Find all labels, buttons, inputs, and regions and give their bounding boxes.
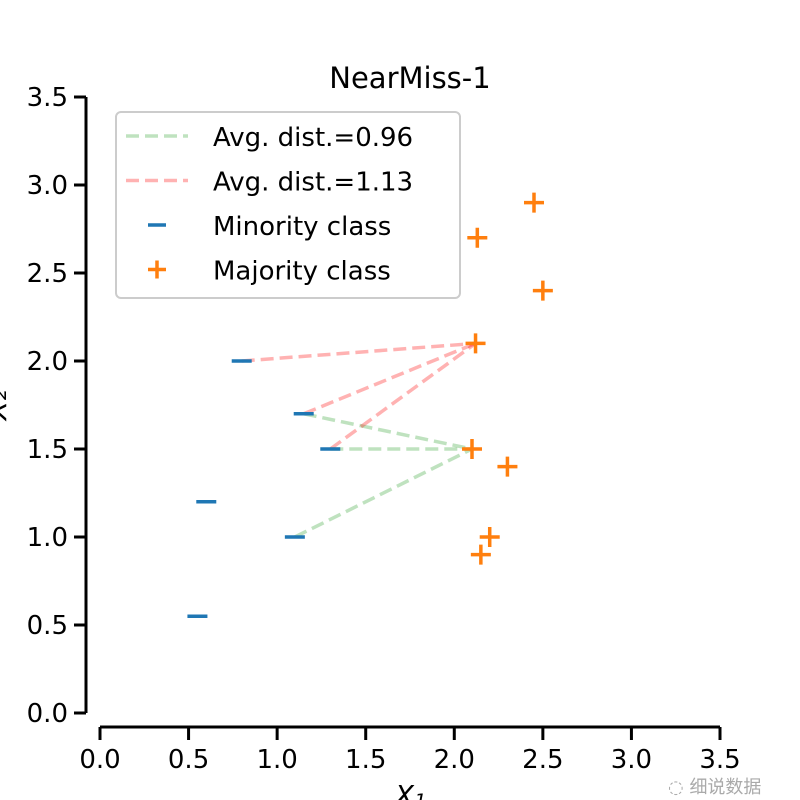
majority-point <box>497 456 518 477</box>
x-tick-label: 3.0 <box>611 745 652 775</box>
y-tick-label: 0.0 <box>27 699 68 729</box>
y-tick-label: 2.5 <box>27 259 68 289</box>
legend-label: Avg. dist.=0.96 <box>213 123 413 153</box>
y-tick-label: 0.5 <box>27 611 68 641</box>
majority-point <box>532 280 553 301</box>
x-tick-label: 1.0 <box>256 745 297 775</box>
x-axis-label: X₁ <box>393 779 425 800</box>
majority-point <box>465 333 486 354</box>
y-axis-label: X₂ <box>0 390 13 422</box>
y-tick-label: 2.0 <box>27 347 68 377</box>
y-tick-label: 3.0 <box>27 171 68 201</box>
x-tick-label: 0.5 <box>168 745 209 775</box>
y-tick-label: 1.0 <box>27 523 68 553</box>
x-tick-label: 1.5 <box>345 745 386 775</box>
y-tick-label: 3.5 <box>27 83 68 113</box>
x-tick-label: 0.0 <box>79 745 120 775</box>
legend-label: Avg. dist.=1.13 <box>213 168 413 198</box>
majority-point <box>467 227 488 248</box>
x-tick-label: 2.0 <box>434 745 475 775</box>
distance-line <box>329 341 477 451</box>
distance-line <box>241 341 476 363</box>
x-tick-label: 3.5 <box>699 745 740 775</box>
legend-label: Minority class <box>213 212 391 242</box>
majority-point <box>524 192 544 213</box>
x-tick-label: 2.5 <box>522 745 563 775</box>
majority-point <box>462 439 482 459</box>
legend-label: Majority class <box>213 257 391 287</box>
legend-box <box>115 111 461 299</box>
distance-line <box>294 447 473 539</box>
distance-line <box>303 341 477 416</box>
watermark: ◌ 细说数据 <box>668 777 762 798</box>
majority-point <box>479 527 500 547</box>
legend-plus-marker <box>148 260 166 279</box>
y-tick-label: 1.5 <box>27 435 68 465</box>
distance-line <box>303 412 473 451</box>
chart-title: NearMiss-1 <box>329 61 490 95</box>
majority-point <box>470 544 491 565</box>
